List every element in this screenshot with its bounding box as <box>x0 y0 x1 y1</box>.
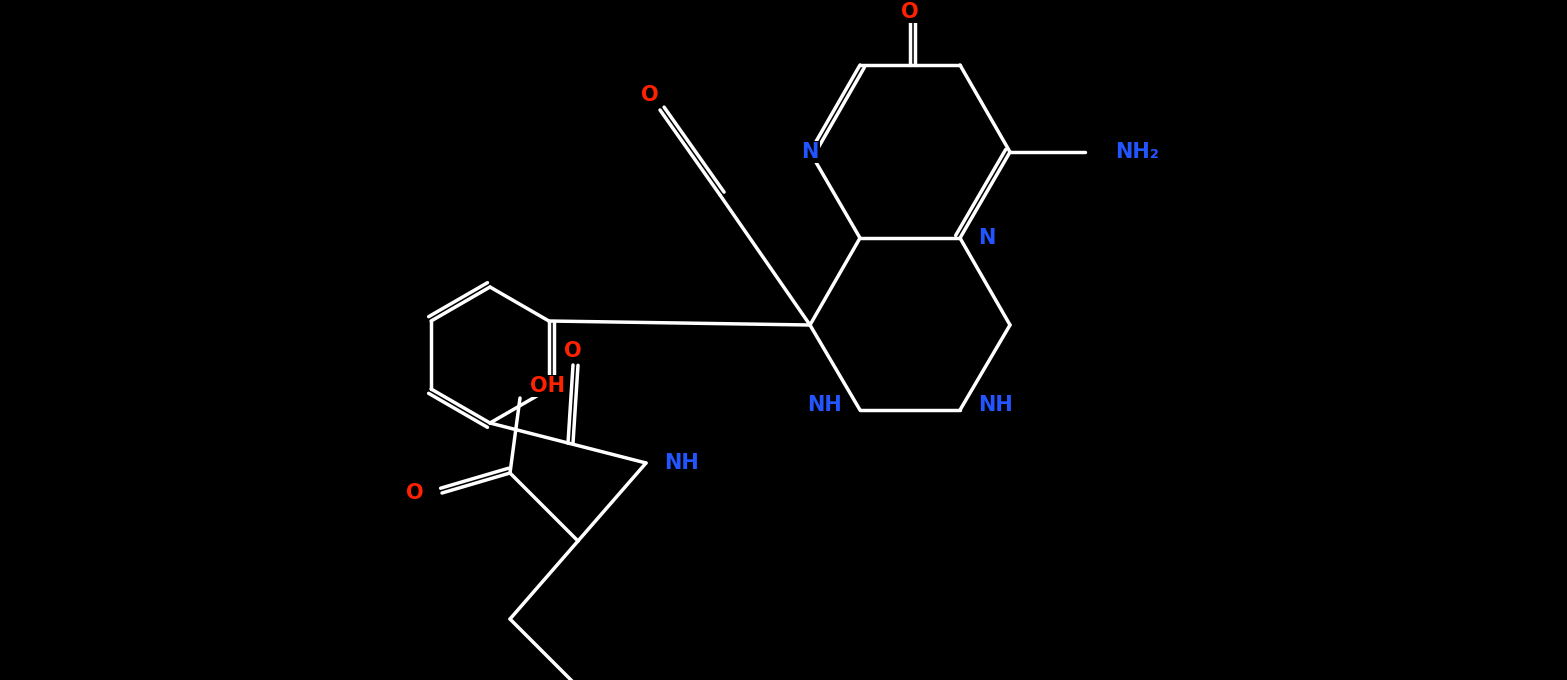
Text: O: O <box>406 483 425 503</box>
Text: O: O <box>641 85 658 105</box>
Text: N: N <box>978 228 995 248</box>
Text: O: O <box>901 2 918 22</box>
Text: N: N <box>801 142 818 162</box>
Text: NH: NH <box>807 395 841 415</box>
Text: NH₂: NH₂ <box>1116 142 1160 162</box>
Text: OH: OH <box>530 376 566 396</box>
Text: O: O <box>564 341 581 361</box>
Text: NH: NH <box>978 395 1012 415</box>
Text: NH: NH <box>664 453 699 473</box>
